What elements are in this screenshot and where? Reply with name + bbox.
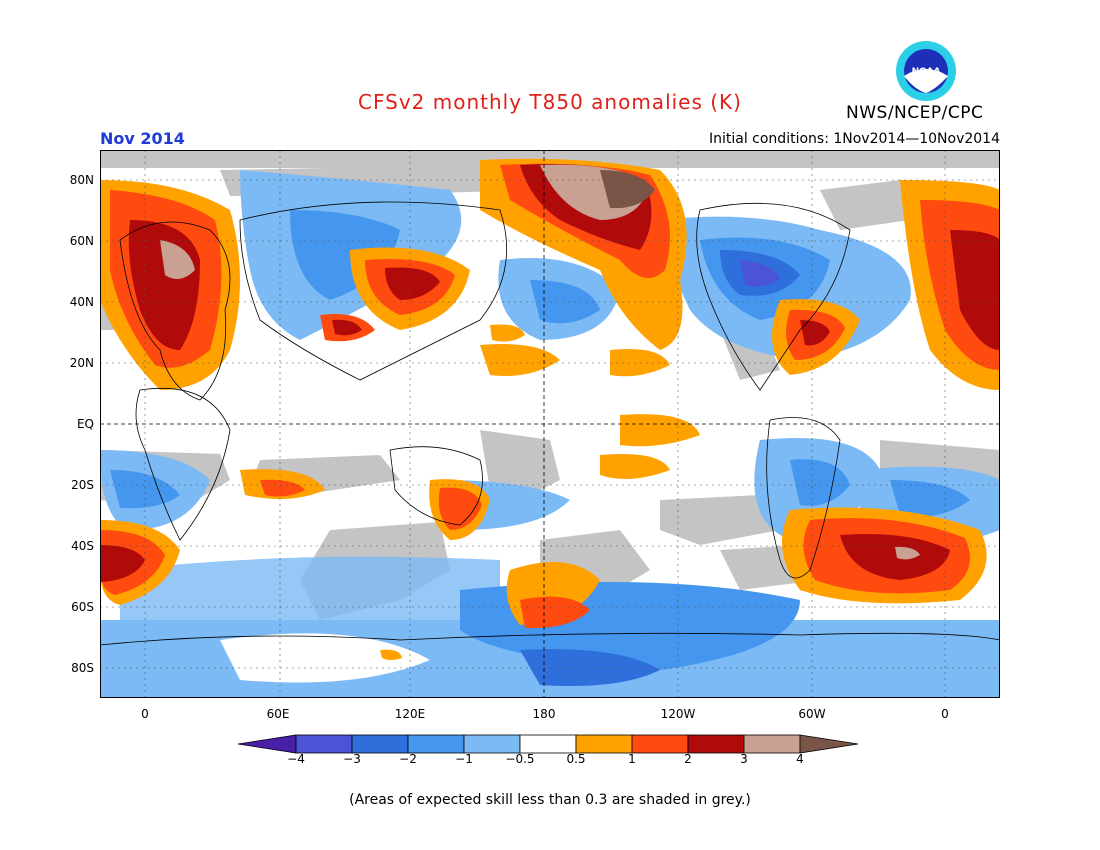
legend-swatch (631, 734, 689, 754)
legend-swatch (463, 734, 521, 754)
legend-swatch (743, 734, 801, 754)
legend-label: 1 (628, 752, 636, 766)
lon-label: 180 (532, 707, 556, 721)
legend-swatch (687, 734, 745, 754)
legend-label: −0.5 (505, 752, 535, 766)
initial-conditions: Initial conditions: 1Nov2014—10Nov2014 (708, 131, 1000, 147)
lat-label: 60S (71, 600, 94, 614)
legend-label: 2 (684, 752, 692, 766)
lat-label: 20S (71, 478, 94, 492)
lat-label: 40S (71, 539, 94, 553)
legend-swatch (351, 734, 409, 754)
noaa-logo: NOAA (895, 40, 957, 102)
lon-label: 60E (266, 707, 290, 721)
lat-label: 40N (69, 295, 94, 309)
legend-swatch (799, 734, 859, 754)
legend-swatch (295, 734, 353, 754)
legend-label: −2 (399, 752, 417, 766)
legend-swatch (237, 734, 297, 754)
coastlines (99, 201, 1001, 646)
lon-label: 120E (394, 707, 426, 721)
legend-label: −3 (343, 752, 361, 766)
lat-label: 80S (71, 661, 94, 675)
color-legend-bar (237, 734, 863, 754)
forecast-period: Nov 2014 (100, 129, 185, 148)
legend-label: −1 (455, 752, 473, 766)
lat-label: EQ (76, 417, 94, 431)
noaa-logo-text: NOAA (912, 67, 941, 77)
lon-label: 60W (798, 707, 826, 721)
lat-label: 80N (69, 173, 94, 187)
map-title: CFSv2 monthly T850 anomalies (K) (358, 90, 742, 114)
cold-anomalies (100, 170, 1000, 698)
legend-label: 4 (796, 752, 804, 766)
legend-swatch (519, 734, 577, 754)
legend-label: 3 (740, 752, 748, 766)
skill-note: (Areas of expected skill less than 0.3 a… (349, 792, 751, 808)
legend-label: −4 (287, 752, 305, 766)
agency-label: NWS/NCEP/CPC (846, 103, 984, 123)
lon-label: 0 (141, 707, 149, 721)
lat-label: 60N (69, 234, 94, 248)
legend-swatch (575, 734, 633, 754)
lat-label: 20N (69, 356, 94, 370)
legend-swatch (407, 734, 465, 754)
map-frame (100, 150, 1000, 698)
lon-label: 120W (660, 707, 696, 721)
anomaly-map (99, 150, 1001, 698)
graticule (100, 150, 1000, 698)
legend-label: 0.5 (566, 752, 586, 766)
lon-label: 0 (941, 707, 949, 721)
warm-anomalies (100, 158, 1000, 660)
